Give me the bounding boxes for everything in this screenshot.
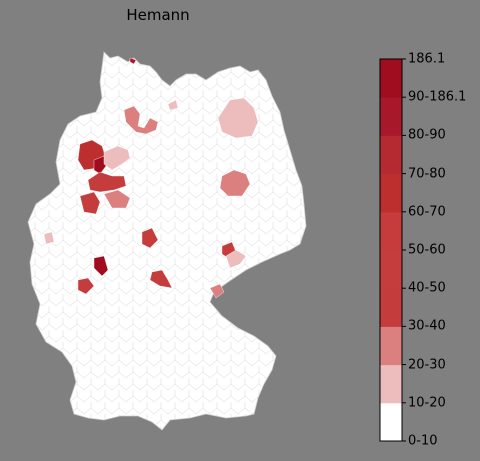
colorbar-tick-label: 186.1 — [408, 51, 446, 67]
colorbar-band — [380, 97, 402, 136]
region-hamburg-east — [167, 99, 179, 111]
colorbar-band — [380, 135, 402, 175]
region-berlin — [217, 97, 259, 139]
colorbar-band — [380, 211, 402, 251]
region-wuerzburg — [149, 269, 173, 289]
highlighted-regions — [43, 57, 259, 299]
colorbar-tick-label: 0-10 — [408, 433, 438, 449]
region-muenster — [93, 155, 107, 175]
colorbar-tick-label: 50-60 — [408, 242, 446, 258]
region-fulda — [141, 227, 159, 249]
colorbar-tick-label: 30-40 — [408, 318, 446, 334]
region-osnabrueck — [103, 145, 131, 171]
colorbar-band — [380, 364, 402, 404]
region-cologne — [79, 191, 101, 215]
colorbar-band — [380, 326, 402, 366]
colorbar-tick-label: 20-30 — [408, 357, 446, 373]
region-aachen — [43, 231, 55, 245]
region-ruhr — [87, 171, 127, 193]
region-saarbruecken — [77, 277, 95, 295]
map-title: Hemann — [126, 6, 190, 24]
region-frankfurt — [93, 255, 109, 277]
region-north-schleswig — [129, 57, 137, 65]
colorbar-tick-label: 60-70 — [408, 204, 446, 220]
colorbar-band — [380, 250, 402, 289]
colorbar-tick-label: 10-20 — [408, 395, 446, 411]
region-dresden — [225, 249, 247, 269]
region-bremen-area — [123, 105, 159, 135]
colorbar-band — [380, 288, 402, 327]
colorbar-band — [380, 59, 402, 98]
region-vogtland — [209, 283, 225, 299]
colorbar-tick-label: 80-90 — [408, 127, 446, 143]
region-magdeburg — [219, 169, 251, 197]
colorbar-tick-label: 70-80 — [408, 166, 446, 182]
colorbar-band — [380, 173, 402, 213]
region-sauerland — [103, 189, 131, 209]
colorbar-tick-label: 40-50 — [408, 280, 446, 296]
colorbar-band — [380, 402, 402, 442]
colorbar-tick-label: 90-186.1 — [408, 89, 467, 105]
